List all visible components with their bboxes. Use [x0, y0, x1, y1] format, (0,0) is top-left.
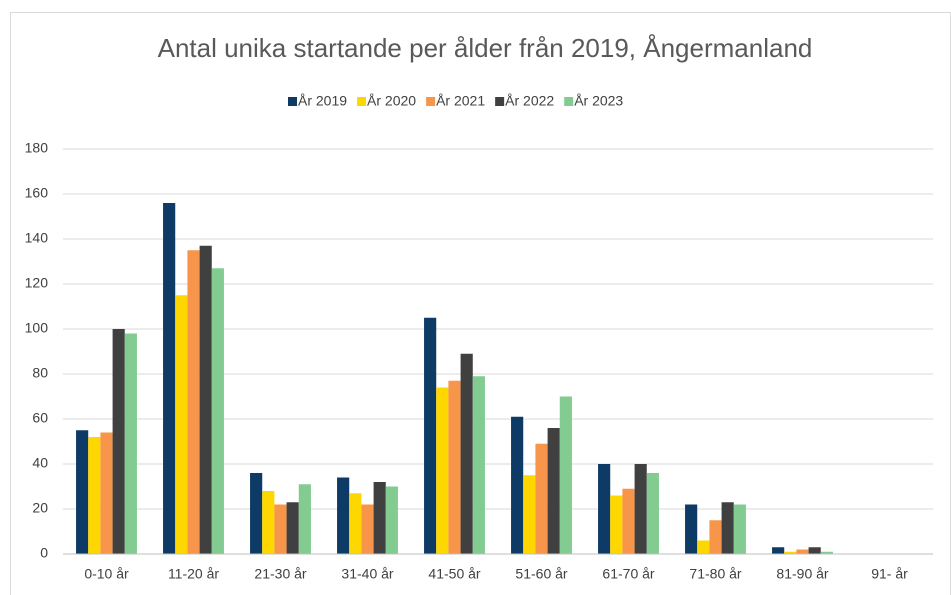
bar: [175, 295, 188, 554]
bar: [709, 520, 722, 554]
x-tick-label: 0-10 år: [84, 566, 129, 582]
y-tick-label: 120: [25, 275, 49, 291]
chart-title: Antal unika startande per ålder från 201…: [158, 33, 813, 63]
bar: [262, 491, 275, 554]
legend-swatch: [357, 97, 367, 106]
bar: [733, 504, 746, 554]
bar: [163, 203, 176, 554]
bar: [820, 551, 833, 554]
legend-label: År 2022: [505, 93, 554, 109]
bar: [796, 549, 809, 554]
x-tick-label: 51-60 år: [515, 566, 567, 582]
bar: [424, 317, 437, 554]
bar: [373, 482, 386, 554]
y-tick-label: 60: [32, 410, 48, 426]
bar: [337, 477, 350, 554]
legend-label: År 2019: [298, 93, 347, 109]
legend-swatch: [564, 97, 574, 106]
y-tick-label: 80: [32, 365, 48, 381]
x-tick-label: 71-80 år: [689, 566, 741, 582]
bar: [721, 502, 734, 554]
legend-label: År 2023: [574, 93, 623, 109]
bar: [685, 504, 698, 554]
bar: [76, 430, 89, 554]
bar: [436, 387, 449, 554]
bar: [286, 502, 299, 554]
bar: [460, 353, 473, 554]
legend-label: År 2021: [436, 93, 485, 109]
bar: [610, 495, 623, 554]
bar: [250, 473, 263, 554]
bar: [559, 396, 572, 554]
y-tick-label: 140: [25, 230, 49, 246]
bar: [124, 333, 137, 554]
bar: [772, 547, 785, 554]
bar: [100, 432, 113, 554]
y-tick-label: 20: [32, 500, 48, 516]
bar: [472, 376, 485, 554]
bar: [448, 380, 461, 554]
legend-swatch: [495, 97, 505, 106]
bar: [112, 329, 125, 554]
legend-label: År 2020: [367, 93, 416, 109]
x-tick-label: 91- år: [871, 566, 908, 582]
bar: [634, 464, 647, 554]
x-tick-label: 81-90 år: [776, 566, 828, 582]
x-tick-label: 41-50 år: [428, 566, 480, 582]
bar: [298, 484, 311, 554]
bar: [535, 443, 548, 554]
bar: [808, 547, 821, 554]
y-tick-label: 100: [25, 320, 49, 336]
bar: [211, 268, 224, 554]
bar: [784, 551, 797, 554]
bar: [361, 504, 374, 554]
bar: [547, 428, 560, 554]
bar: [511, 416, 524, 554]
y-tick-label: 0: [40, 545, 48, 561]
x-tick-label: 61-70 år: [602, 566, 654, 582]
bar: [385, 486, 398, 554]
bar: [598, 464, 611, 554]
y-tick-label: 40: [32, 455, 48, 471]
bar: [697, 540, 710, 554]
y-tick-label: 160: [25, 185, 49, 201]
bar: [88, 437, 101, 554]
bar: [523, 475, 536, 554]
x-tick-label: 31-40 år: [341, 566, 393, 582]
x-tick-label: 21-30 år: [254, 566, 306, 582]
bar: [622, 488, 635, 554]
bar: [199, 245, 212, 554]
bar: [646, 473, 659, 554]
legend-swatch: [426, 97, 436, 106]
y-tick-label: 180: [25, 140, 49, 156]
bar: [187, 250, 200, 554]
x-tick-label: 11-20 år: [168, 566, 219, 582]
legend-swatch: [288, 97, 297, 106]
bar: [274, 504, 287, 554]
bar: [349, 493, 362, 554]
